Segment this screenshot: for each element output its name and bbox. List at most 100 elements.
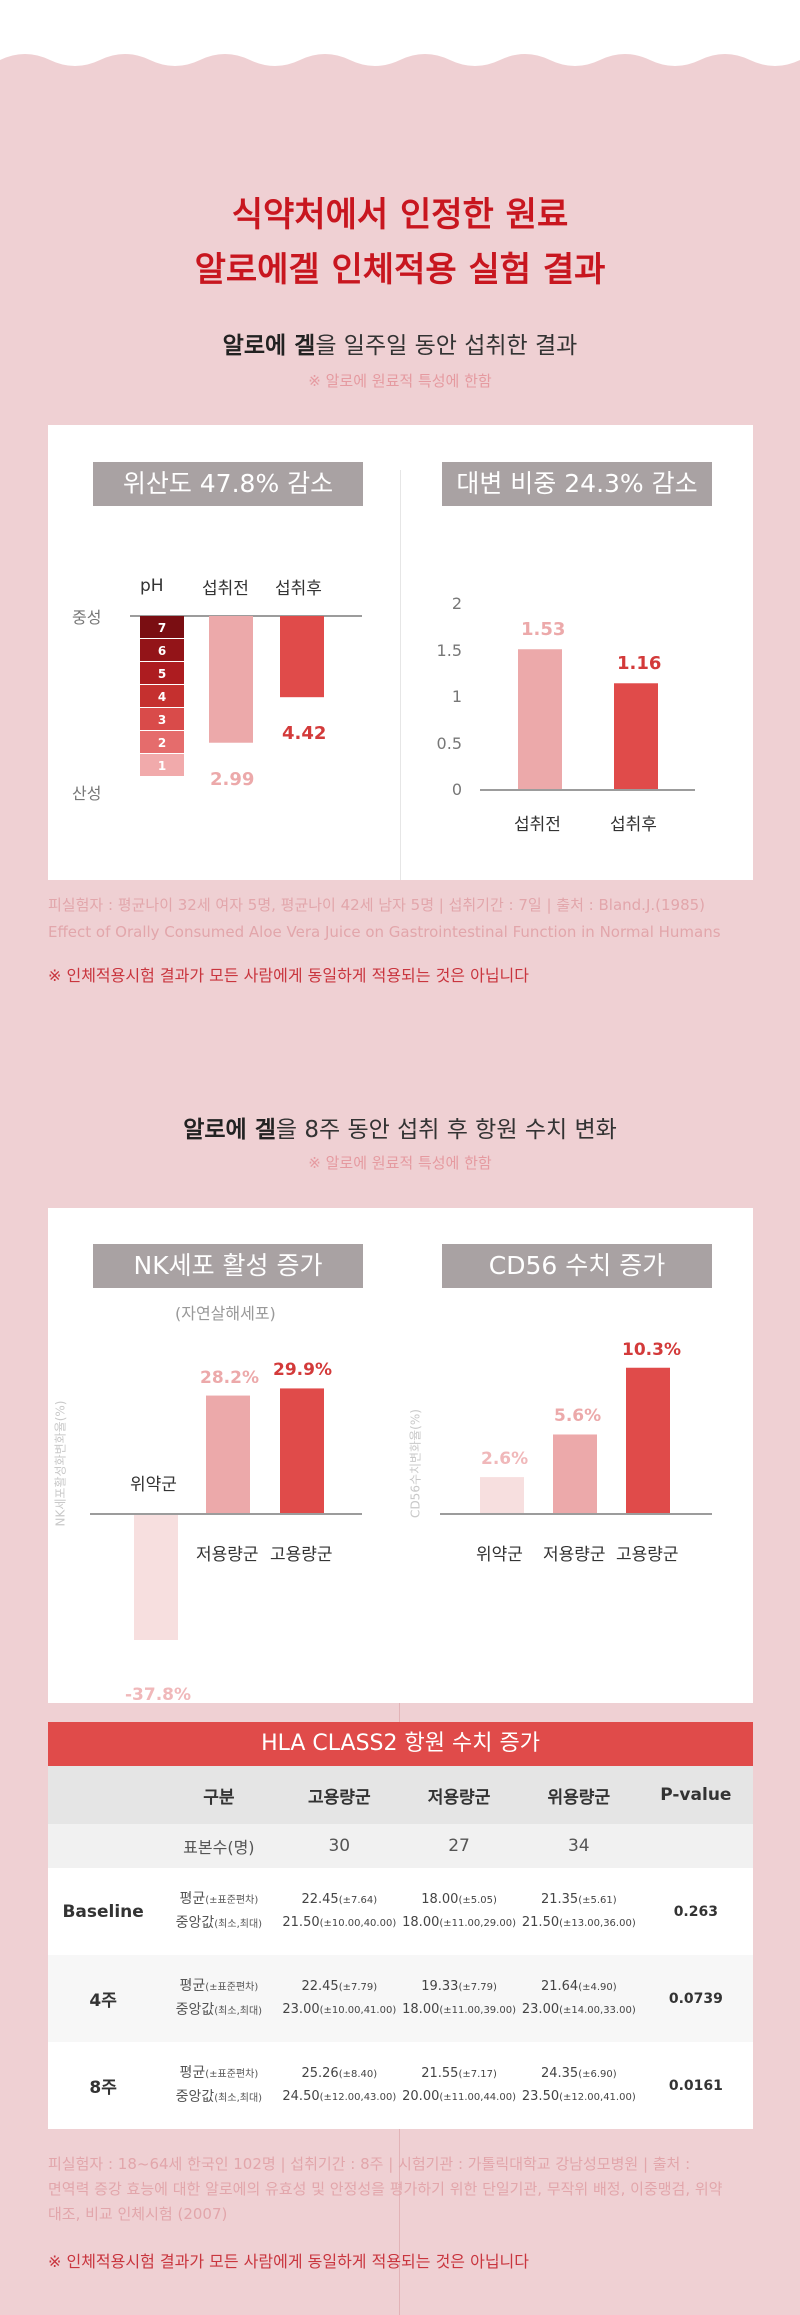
hla-row-stat-labels: 평균(±표준편차) 중앙값(최소,최대) (158, 1868, 279, 1955)
nk-bar-high-dose (280, 1388, 324, 1514)
hla-cell: 22.45(±7.79) 23.00(±10.00,41.00) (279, 1955, 399, 2042)
hla-cell: 22.45(±7.64) 21.50(±10.00,40.00) (279, 1868, 399, 1955)
hla-cell-median-range: (±11.00,39.00) (439, 2004, 516, 2016)
hla-mean-sub: (±표준편차) (205, 1894, 259, 1906)
section1-disclaimer: ※ 인체적용시험 결과가 모든 사람에게 동일하게 적용되는 것은 아닙니다 (48, 966, 529, 985)
ph-scale-label: 2 (158, 736, 166, 750)
cd56-badge: CD56 수치 증가 (442, 1244, 712, 1288)
nk-chart-svg (90, 1388, 362, 1640)
hla-sample-placebo: 34 (567, 1836, 590, 1856)
page-title-line1: 식약처에서 인정한 원료 (231, 195, 569, 235)
neutral-label: 중성 (72, 608, 102, 627)
ph-column-label: pH (140, 576, 164, 596)
stool-y-tick: 1.5 (436, 640, 462, 660)
hla-cell-median: 23.50 (521, 2088, 560, 2104)
hla-header-row: 구분 고용량군 저용량군 위용량군 P-value (48, 1766, 753, 1824)
ph-scale-label: 4 (158, 690, 166, 704)
cd56-bar-high-dose (626, 1367, 670, 1514)
hla-cell-median-range: (±14.00,33.00) (559, 2004, 636, 2016)
nk-value-low-dose: 28.2% (200, 1367, 259, 1388)
hla-data-row: 8주 평균(±표준편차) 중앙값(최소,최대) 25.26(±8.40) 24.50(±… (48, 2042, 753, 2129)
section1-subtitle: 알로에 겔을 일주일 동안 섭취한 결과 (0, 326, 800, 360)
hla-table-title: HLA CLASS2 항원 수치 증가 (48, 1722, 753, 1766)
section2-footnote-line2: 면역력 증강 효능에 대한 알로에의 유효성 및 안정성을 평가하기 위한 단일… (48, 2180, 723, 2198)
hla-cell: 21.35(±5.61) 21.50(±13.00,36.00) (519, 1868, 639, 1955)
section2-disclaimer: ※ 인체적용시험 결과가 모든 사람에게 동일하게 적용되는 것은 아닙니다 (48, 2252, 529, 2271)
hla-cell-median-range: (±12.00,41.00) (559, 2091, 636, 2103)
hla-mean-label: 평균 (179, 1977, 206, 1994)
page-title-line2: 알로에겔 인체적용 실험 결과 (194, 250, 606, 290)
acidity-bar-before (209, 616, 253, 743)
hla-cell: 19.33(±7.79) 18.00(±11.00,39.00) (399, 1955, 519, 2042)
ph-scale-label: 1 (158, 759, 166, 773)
acid-label: 산성 (72, 784, 102, 803)
hla-median-label: 중앙값 (175, 2001, 215, 2018)
nk-category-low-dose: 저용량군 (196, 1545, 259, 1565)
after-column-label: 섭취후 (275, 579, 322, 599)
hla-cell-median-range: (±13.00,36.00) (559, 1917, 636, 1929)
hla-cell-mean-sd: (±8.40) (338, 2068, 378, 2080)
nk-value-placebo: -37.8% (125, 1684, 192, 1705)
hla-cell-mean-sd: (±6.90) (578, 2068, 617, 2080)
hla-row-name: 4주 (89, 1991, 117, 2011)
hla-median-sub: (최소,최대) (214, 2005, 263, 2017)
cd56-bar-placebo (480, 1477, 524, 1514)
stool-category-after: 섭취후 (610, 815, 657, 835)
nk-category-placebo: 위약군 (130, 1475, 177, 1495)
hla-cell-mean-sd: (±4.90) (578, 1981, 617, 1993)
hla-cell-mean-sd: (±7.17) (458, 2068, 497, 2080)
stool-chart-svg (480, 649, 695, 791)
ph-scale-label: 5 (158, 667, 166, 681)
acidity-chart-svg: 7 6 5 4 3 2 1 (130, 615, 362, 776)
hla-pvalue: 0.0161 (668, 2077, 723, 2094)
nk-bar-low-dose (206, 1395, 250, 1514)
hla-cell-mean: 19.33 (421, 1978, 459, 1994)
hla-cell-mean-sd: (±7.79) (458, 1981, 497, 1993)
hla-cell: 24.35(±6.90) 23.50(±12.00,41.00) (519, 2042, 639, 2129)
hla-data-row: 4주 평균(±표준편차) 중앙값(최소,최대) 22.45(±7.79) 23.00(±… (48, 1955, 753, 2042)
hla-cell-median-range: (±12.00,43.00) (319, 2091, 397, 2103)
hla-median-label: 중앙값 (175, 2088, 215, 2105)
acidity-bar-after (280, 616, 324, 698)
hla-cell-median: 20.00 (402, 2088, 440, 2104)
section2-footnote-line1: 피실험자 : 18~64세 한국인 102명 | 섭취기간 : 8주 | 시험기… (48, 2155, 691, 2173)
hla-cell-mean: 22.45 (301, 1978, 339, 1994)
hla-cell-median: 23.00 (521, 2001, 560, 2017)
section1-subtitle-bold: 알로에 겔 (222, 333, 316, 359)
cd56-y-axis-label: CD56수치변화율(%) (408, 1409, 423, 1518)
hla-header-placebo: 위용량군 (547, 1787, 611, 1808)
hla-cell-median-range: (±11.00,44.00) (439, 2091, 516, 2103)
cd56-value-low-dose: 5.6% (554, 1406, 602, 1427)
hla-sample-low: 27 (448, 1836, 470, 1856)
hla-row-name: Baseline (62, 1901, 144, 1922)
hla-cell-mean-sd: (±5.05) (458, 1894, 497, 1906)
hla-cell-mean-sd: (±7.79) (338, 1981, 378, 1993)
nk-value-high-dose: 29.9% (273, 1360, 332, 1381)
hla-row-stat-labels: 평균(±표준편차) 중앙값(최소,최대) (158, 1955, 279, 2042)
section2-footnote-line3: 대조, 비교 인체시험 (2007) (48, 2205, 228, 2223)
cd56-value-high-dose: 10.3% (622, 1339, 681, 1360)
stool-before-value: 1.53 (521, 619, 566, 641)
hla-sample-label: 표본수(명) (183, 1838, 255, 1857)
hla-median-sub: (최소,최대) (214, 1918, 263, 1930)
hla-sample-row: 표본수(명) 30 27 34 (48, 1824, 753, 1868)
hla-cell-median-range: (±11.00,29.00) (439, 1917, 516, 1929)
hla-cell-mean-sd: (±7.64) (338, 1894, 378, 1906)
section1-footnote-line2: Effect of Orally Consumed Aloe Vera Juic… (48, 923, 721, 941)
hla-sample-high: 30 (328, 1836, 351, 1856)
section1-card-divider (400, 470, 401, 880)
hla-data-row: Baseline 평균(±표준편차) 중앙값(최소,최대) 22.45(±7.64) 2… (48, 1868, 753, 1955)
ph-scale-block (140, 616, 184, 638)
hla-median-label: 중앙값 (175, 1914, 215, 1931)
hla-cell-median: 23.00 (282, 2001, 320, 2017)
hla-cell-mean-sd: (±5.61) (578, 1894, 617, 1906)
hla-mean-label: 평균 (179, 2064, 206, 2081)
stool-y-tick: 2 (451, 594, 462, 613)
hla-cell-mean: 21.64 (540, 1978, 579, 1994)
ph-scale-block (140, 639, 184, 661)
hla-table-body: Baseline 평균(±표준편차) 중앙값(최소,최대) 22.45(±7.64) 2… (48, 1868, 753, 2129)
section2-subtitle-rest: 을 8주 동안 섭취 후 항원 수치 변화 (275, 1117, 617, 1143)
section1-note: ※ 알로에 원료적 특성에 한함 (308, 372, 492, 390)
section2-note: ※ 알로에 원료적 특성에 한함 (308, 1154, 492, 1172)
vertical-divider-line (399, 1440, 400, 2315)
